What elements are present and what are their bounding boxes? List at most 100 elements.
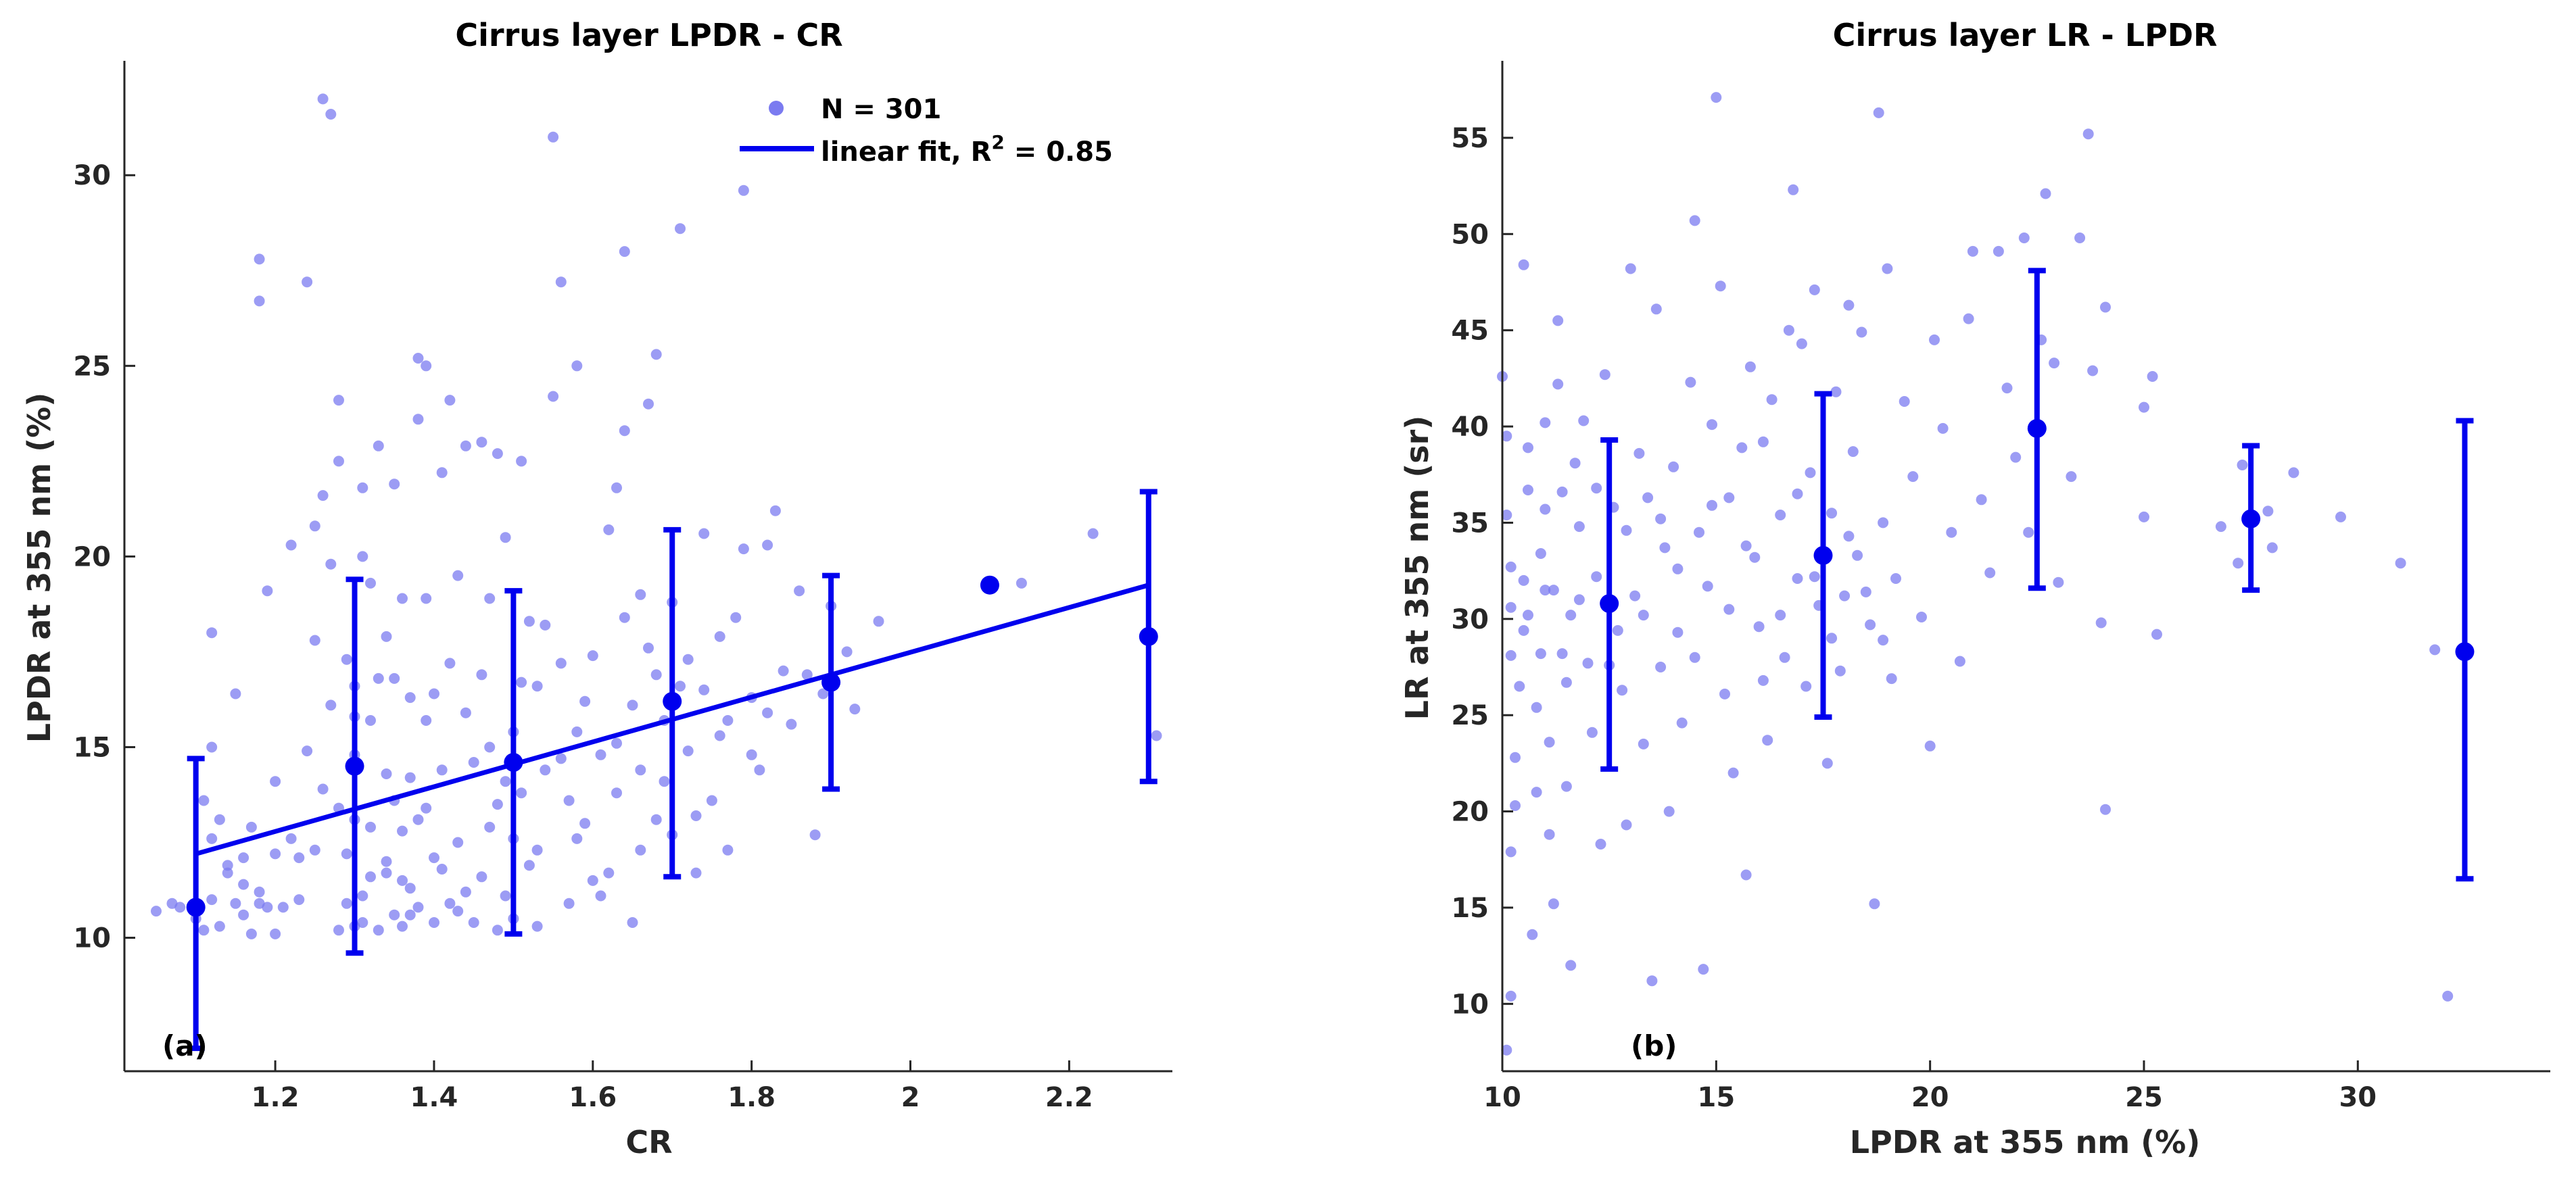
scatter-point	[1929, 334, 1940, 345]
scatter-point	[1873, 107, 1884, 118]
chart-a-x-ticks: 1.2 1.4 1.6 1.8 2 2.2	[252, 1060, 1093, 1113]
scatter-point	[1638, 610, 1649, 621]
scatter-point	[373, 440, 384, 451]
scatter-point	[1740, 869, 1752, 881]
scatter-point	[1779, 652, 1790, 663]
scatter-point	[2237, 460, 2248, 470]
scatter-point	[1540, 504, 1551, 515]
scatter-point	[1556, 486, 1568, 497]
scatter-point	[1775, 510, 1786, 520]
y-tick-label: 50	[1451, 219, 1489, 250]
scatter-point	[1826, 508, 1838, 519]
scatter-point	[635, 764, 646, 776]
panel-b: Cirrus layer LR - LPDR 10 15 20 25 30 10 15 20…	[1399, 17, 2550, 1160]
scatter-point	[1501, 1044, 1512, 1056]
scatter-point	[421, 715, 432, 726]
chart-a-x-label: CR	[625, 1124, 672, 1160]
y-tick-label: 55	[1451, 123, 1489, 154]
scatter-point	[404, 692, 416, 704]
scatter-point	[794, 585, 805, 597]
scatter-point	[643, 398, 654, 410]
y-tick-label: 25	[1451, 700, 1489, 731]
scatter-point	[357, 917, 368, 928]
y-tick-label: 45	[1451, 316, 1489, 347]
scatter-point	[682, 654, 694, 665]
scatter-point	[650, 349, 662, 360]
scatter-point	[1856, 326, 1867, 338]
scatter-point	[309, 635, 320, 646]
chart-b-binned-layer	[1600, 268, 2475, 882]
scatter-point	[1633, 447, 1645, 459]
scatter-point	[1505, 990, 1517, 1002]
scatter-point	[2082, 128, 2094, 140]
scatter-point	[1715, 280, 1726, 292]
legend-fit-suffix: = 0.85	[1005, 137, 1113, 168]
scatter-point	[421, 360, 432, 372]
scatter-point	[468, 757, 479, 768]
scatter-point	[698, 684, 710, 695]
scatter-point	[206, 741, 218, 753]
scatter-point	[778, 665, 789, 677]
scatter-point	[1865, 619, 1876, 631]
scatter-point	[2100, 804, 2111, 815]
scatter-point	[500, 776, 511, 787]
scatter-point	[516, 677, 527, 688]
scatter-point	[412, 902, 424, 913]
scatter-point	[1599, 369, 1611, 381]
y-tick-label: 15	[1451, 893, 1489, 924]
scatter-point	[595, 749, 606, 760]
scatter-point	[1612, 624, 1623, 636]
scatter-point	[611, 737, 622, 749]
binned-mean-point	[2241, 509, 2261, 529]
scatter-point	[1540, 585, 1551, 596]
scatter-point	[1518, 624, 1529, 636]
scatter-point	[611, 482, 622, 493]
scatter-point	[238, 852, 249, 864]
scatter-point	[1834, 665, 1846, 677]
scatter-point	[381, 768, 392, 779]
scatter-point	[1569, 458, 1581, 469]
scatter-point	[230, 688, 241, 700]
scatter-point	[2151, 629, 2162, 640]
binned-mean-point	[663, 691, 682, 711]
scatter-point	[1642, 492, 1654, 504]
scatter-point	[1595, 839, 1606, 850]
scatter-point	[198, 925, 210, 936]
scatter-point	[1805, 467, 1816, 478]
scatter-point	[1749, 551, 1761, 563]
scatter-point	[1783, 324, 1794, 336]
scatter-point	[277, 902, 289, 913]
y-tick-label: 10	[1451, 989, 1489, 1020]
scatter-point	[1663, 806, 1675, 817]
scatter-point	[452, 570, 464, 581]
scatter-point	[325, 558, 337, 570]
scatter-point	[421, 802, 432, 814]
scatter-point	[317, 783, 329, 795]
scatter-point	[1907, 471, 1919, 483]
scatter-point	[555, 658, 567, 669]
scatter-point	[1707, 499, 1717, 511]
x-tick-label: 20	[1911, 1082, 1949, 1113]
scatter-point	[1757, 436, 1769, 447]
scatter-point	[698, 528, 710, 539]
x-tick-label: 1.2	[252, 1082, 300, 1113]
scatter-point	[531, 844, 543, 856]
scatter-point	[1723, 604, 1735, 615]
scatter-point	[754, 764, 765, 776]
x-tick-label: 10	[1483, 1082, 1521, 1113]
scatter-point	[516, 787, 527, 799]
scatter-point	[1505, 846, 1517, 858]
scatter-point	[1727, 767, 1739, 779]
scatter-point	[404, 772, 416, 783]
scatter-point	[611, 787, 622, 799]
scatter-point	[174, 902, 186, 913]
scatter-point	[563, 795, 575, 806]
scatter-point	[555, 753, 567, 764]
scatter-point	[317, 490, 329, 501]
x-tick-label: 30	[2339, 1082, 2377, 1113]
scatter-point	[1646, 975, 1658, 987]
scatter-point	[1993, 245, 2004, 257]
scatter-point	[365, 577, 376, 589]
scatter-point	[2442, 990, 2454, 1002]
scatter-point	[643, 642, 654, 654]
